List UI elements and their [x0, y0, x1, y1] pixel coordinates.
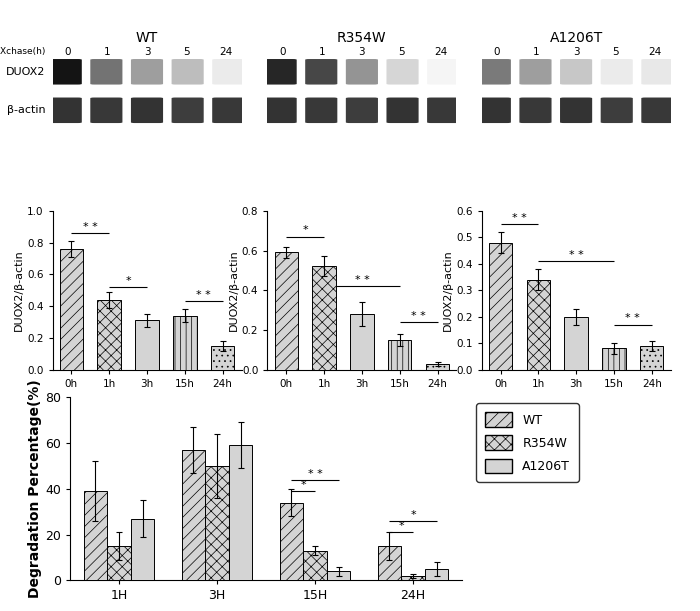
- Bar: [274, 252, 298, 370]
- Bar: [401, 576, 425, 580]
- Text: A1206T: A1206T: [550, 31, 603, 45]
- Bar: [564, 316, 588, 370]
- Text: 24: 24: [220, 47, 232, 57]
- FancyBboxPatch shape: [641, 98, 673, 123]
- Bar: [229, 445, 252, 580]
- FancyBboxPatch shape: [265, 98, 297, 123]
- Text: * *: * *: [83, 222, 98, 232]
- FancyBboxPatch shape: [346, 98, 378, 123]
- FancyBboxPatch shape: [172, 98, 204, 123]
- FancyBboxPatch shape: [386, 98, 419, 123]
- Bar: [640, 346, 664, 370]
- FancyBboxPatch shape: [386, 59, 419, 84]
- Text: * *: * *: [196, 290, 211, 300]
- FancyBboxPatch shape: [519, 59, 552, 84]
- Text: * *: * *: [307, 469, 323, 479]
- Legend: WT, R354W, A1206T: WT, R354W, A1206T: [476, 403, 579, 481]
- Text: 0: 0: [494, 47, 500, 57]
- Text: 5: 5: [183, 47, 190, 57]
- FancyBboxPatch shape: [305, 59, 337, 84]
- Bar: [97, 300, 121, 370]
- Bar: [107, 546, 131, 580]
- Text: *: *: [410, 510, 416, 520]
- Text: 1: 1: [104, 47, 111, 57]
- FancyBboxPatch shape: [172, 59, 204, 84]
- Text: *: *: [302, 225, 308, 235]
- Text: WT: WT: [136, 31, 158, 45]
- FancyBboxPatch shape: [50, 59, 82, 84]
- Bar: [84, 491, 107, 580]
- Bar: [182, 450, 205, 580]
- FancyBboxPatch shape: [90, 59, 122, 84]
- Text: 24: 24: [435, 47, 447, 57]
- Bar: [303, 551, 327, 580]
- Text: 0: 0: [279, 47, 286, 57]
- Text: β-actin: β-actin: [7, 105, 46, 115]
- FancyBboxPatch shape: [519, 98, 552, 123]
- Text: * *: * *: [568, 250, 584, 260]
- FancyBboxPatch shape: [601, 59, 633, 84]
- Text: 3: 3: [144, 47, 150, 57]
- Text: R354W: R354W: [337, 31, 386, 45]
- Bar: [312, 266, 336, 370]
- Text: *: *: [398, 521, 404, 532]
- FancyBboxPatch shape: [601, 98, 633, 123]
- Bar: [425, 569, 448, 580]
- Bar: [426, 364, 449, 370]
- Bar: [378, 546, 401, 580]
- Y-axis label: Degradation Percentage(%): Degradation Percentage(%): [28, 379, 42, 598]
- Text: 5: 5: [398, 47, 405, 57]
- Text: 1: 1: [319, 47, 326, 57]
- Text: 3: 3: [358, 47, 365, 57]
- Bar: [280, 502, 303, 580]
- Text: CHXchase(h): CHXchase(h): [0, 48, 46, 56]
- Text: 1: 1: [533, 47, 540, 57]
- Bar: [526, 280, 550, 370]
- Text: 3: 3: [573, 47, 580, 57]
- FancyBboxPatch shape: [131, 59, 163, 84]
- FancyBboxPatch shape: [346, 59, 378, 84]
- Bar: [602, 348, 626, 370]
- FancyBboxPatch shape: [641, 59, 673, 84]
- FancyBboxPatch shape: [479, 59, 511, 84]
- Bar: [489, 243, 512, 370]
- FancyBboxPatch shape: [560, 98, 592, 123]
- FancyBboxPatch shape: [560, 59, 592, 84]
- Text: 24: 24: [649, 47, 661, 57]
- FancyBboxPatch shape: [427, 98, 459, 123]
- Bar: [211, 346, 234, 370]
- FancyBboxPatch shape: [479, 98, 511, 123]
- Text: 0: 0: [64, 47, 71, 57]
- Bar: [60, 249, 83, 370]
- Text: * *: * *: [354, 275, 370, 285]
- Bar: [135, 320, 159, 370]
- Bar: [131, 519, 154, 580]
- Text: 5: 5: [612, 47, 619, 57]
- FancyBboxPatch shape: [90, 98, 122, 123]
- Text: * *: * *: [625, 313, 640, 323]
- Y-axis label: DUOX2/β-actin: DUOX2/β-actin: [443, 249, 454, 331]
- Bar: [388, 340, 412, 370]
- Bar: [173, 316, 197, 370]
- FancyBboxPatch shape: [305, 98, 337, 123]
- Bar: [327, 571, 350, 580]
- Text: * *: * *: [411, 311, 426, 321]
- Text: *: *: [125, 276, 131, 286]
- Text: *: *: [300, 480, 306, 490]
- FancyBboxPatch shape: [50, 98, 82, 123]
- Text: * *: * *: [512, 213, 527, 223]
- Y-axis label: DUOX2/β-actin: DUOX2/β-actin: [14, 249, 24, 331]
- FancyBboxPatch shape: [212, 59, 244, 84]
- FancyBboxPatch shape: [131, 98, 163, 123]
- Bar: [350, 314, 374, 370]
- FancyBboxPatch shape: [212, 98, 244, 123]
- Text: DUOX2: DUOX2: [6, 67, 46, 77]
- Y-axis label: DUOX2/β-actin: DUOX2/β-actin: [229, 249, 239, 331]
- Bar: [205, 466, 229, 580]
- FancyBboxPatch shape: [265, 59, 297, 84]
